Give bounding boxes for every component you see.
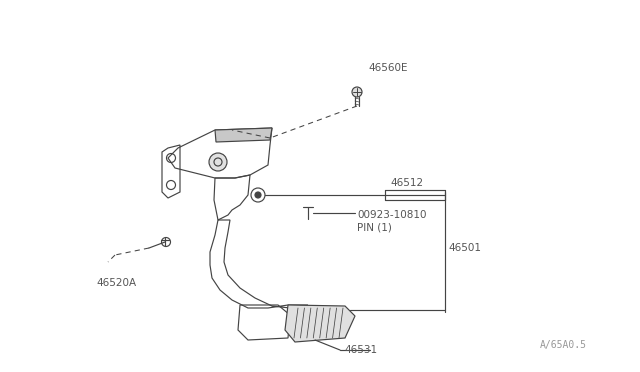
Text: 46520A: 46520A: [96, 278, 136, 288]
Text: 46512: 46512: [390, 178, 423, 188]
Polygon shape: [215, 128, 272, 142]
Text: A/65A0.5: A/65A0.5: [540, 340, 587, 350]
Polygon shape: [285, 305, 355, 342]
Text: 46531: 46531: [344, 345, 377, 355]
Text: 00923-10810: 00923-10810: [357, 210, 426, 220]
Circle shape: [352, 87, 362, 97]
Circle shape: [209, 153, 227, 171]
Text: 46501: 46501: [448, 243, 481, 253]
Circle shape: [255, 192, 261, 198]
Circle shape: [251, 188, 265, 202]
Text: PIN (1): PIN (1): [357, 223, 392, 233]
Text: 46560E: 46560E: [368, 63, 408, 73]
